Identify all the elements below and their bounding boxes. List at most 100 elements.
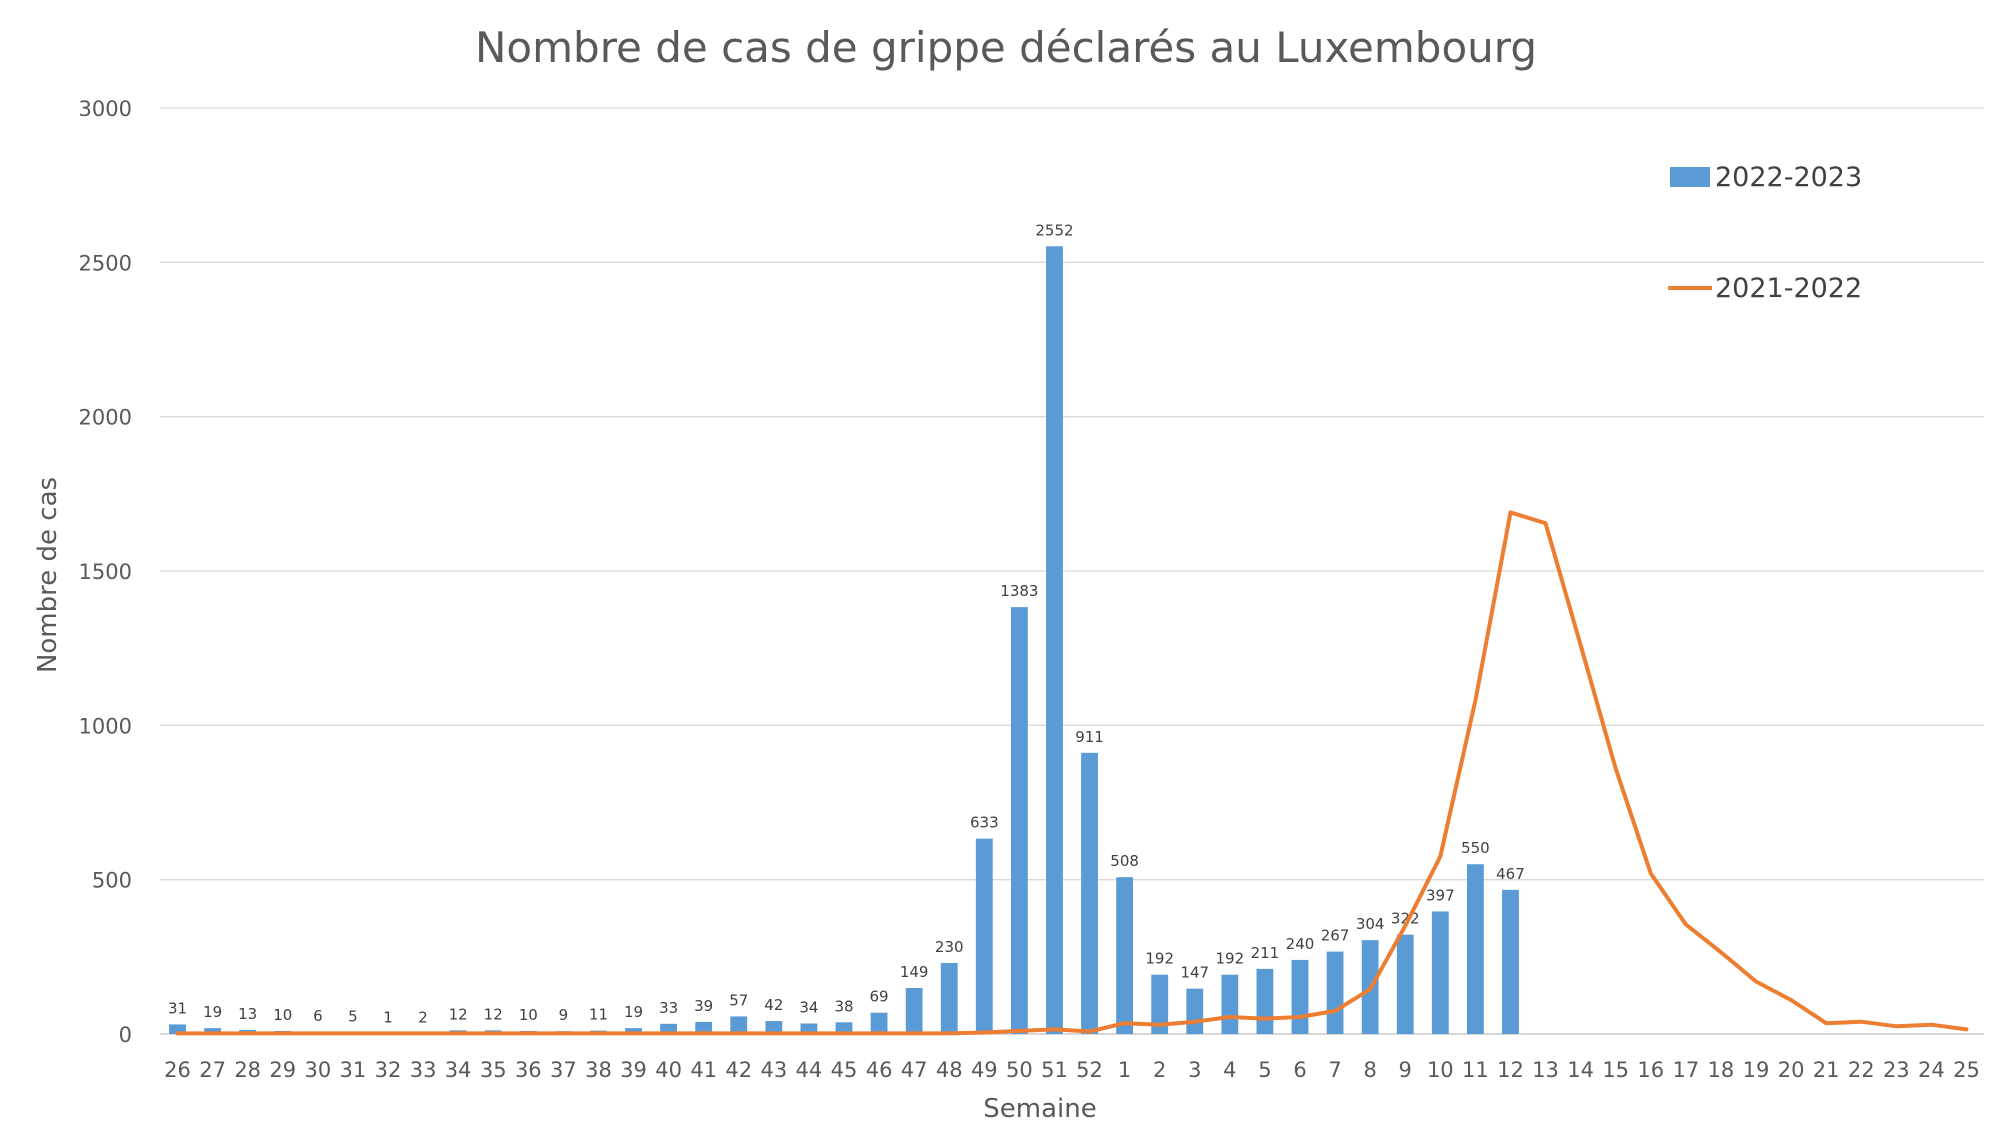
- bar-data-label-week-29: 10: [273, 1006, 292, 1024]
- bar-data-label-week-10: 397: [1426, 886, 1455, 904]
- x-tick-label-25: 25: [1953, 1058, 1980, 1082]
- x-tick-label-48: 48: [936, 1058, 963, 1082]
- bar-data-label-week-11: 550: [1461, 839, 1490, 857]
- x-tick-label-35: 35: [480, 1058, 507, 1082]
- x-tick-label-13: 13: [1532, 1058, 1559, 1082]
- legend-swatch-2022-2023: [1670, 167, 1710, 187]
- bar-data-label-week-42: 57: [729, 991, 748, 1009]
- bar-week-12: [1502, 889, 1519, 1034]
- x-tick-label-12: 12: [1497, 1058, 1524, 1082]
- bar-week-46: [870, 1012, 888, 1034]
- bar-week-40: [660, 1023, 678, 1034]
- x-tick-label-27: 27: [199, 1058, 226, 1082]
- legend: 2022-2023 2021-2022: [1668, 162, 1862, 304]
- bar-data-label-week-33: 2: [418, 1008, 428, 1026]
- y-tick-label-0: 0: [119, 1023, 132, 1047]
- bar-data-label-week-12: 467: [1496, 865, 1525, 883]
- bar-data-label-week-52: 911: [1075, 728, 1104, 746]
- bar-week-27: [204, 1028, 222, 1034]
- bar-week-44: [800, 1023, 818, 1034]
- x-tick-label-46: 46: [866, 1058, 893, 1082]
- bar-data-label-week-5: 211: [1251, 944, 1280, 962]
- x-tick-label-42: 42: [725, 1058, 752, 1082]
- x-tick-label-21: 21: [1813, 1058, 1840, 1082]
- x-tick-label-39: 39: [620, 1058, 647, 1082]
- x-tick-label-3: 3: [1188, 1058, 1201, 1082]
- bar-week-1: [1116, 877, 1134, 1034]
- x-tick-label-5: 5: [1258, 1058, 1271, 1082]
- x-tick-label-49: 49: [971, 1058, 998, 1082]
- bar-week-45: [835, 1022, 853, 1034]
- bar-week-47: [905, 988, 923, 1034]
- y-axis-ticks: 0 500 1000 1500 2000 2500 3000: [79, 97, 132, 1047]
- x-tick-label-41: 41: [690, 1058, 717, 1082]
- x-tick-label-24: 24: [1918, 1058, 1945, 1082]
- bar-week-41: [695, 1021, 713, 1034]
- bar-data-label-week-27: 19: [203, 1003, 222, 1021]
- x-tick-label-9: 9: [1399, 1058, 1412, 1082]
- bar-data-label-week-49: 633: [970, 814, 999, 832]
- x-axis-title: Semaine: [983, 1094, 1096, 1124]
- x-tick-label-45: 45: [831, 1058, 858, 1082]
- bar-week-10: [1431, 911, 1449, 1034]
- x-tick-label-29: 29: [269, 1058, 296, 1082]
- bar-data-label-week-28: 13: [238, 1005, 257, 1023]
- y-tick-label-500: 500: [92, 869, 132, 893]
- bar-data-label-week-32: 1: [383, 1009, 393, 1027]
- bar-week-48: [940, 963, 958, 1034]
- x-tick-label-17: 17: [1672, 1058, 1699, 1082]
- x-tick-label-51: 51: [1041, 1058, 1068, 1082]
- y-tick-label-3000: 3000: [79, 97, 132, 121]
- bar-data-label-week-4: 192: [1216, 950, 1245, 968]
- bar-week-51: [1046, 246, 1063, 1035]
- y-tick-label-2500: 2500: [79, 251, 132, 275]
- bar-data-label-week-31: 5: [348, 1007, 358, 1025]
- x-tick-label-10: 10: [1427, 1058, 1454, 1082]
- bar-data-label-week-35: 12: [484, 1005, 503, 1023]
- x-tick-label-7: 7: [1328, 1058, 1341, 1082]
- y-axis-title: Nombre de cas: [33, 477, 63, 673]
- bar-data-label-week-46: 69: [870, 988, 889, 1006]
- x-tick-label-14: 14: [1567, 1058, 1594, 1082]
- x-tick-label-1: 1: [1118, 1058, 1131, 1082]
- x-tick-label-37: 37: [550, 1058, 577, 1082]
- x-tick-label-43: 43: [760, 1058, 787, 1082]
- x-tick-label-8: 8: [1363, 1058, 1376, 1082]
- legend-label-2021-2022: 2021-2022: [1715, 273, 1862, 304]
- bar-week-9: [1396, 934, 1414, 1034]
- bar-data-label-week-40: 33: [659, 999, 678, 1017]
- bar-data-labels: 31 19 13 10 6 5 1 2 12 12 10 9 11 19 33 39 57 42 34 3869149…: [168, 221, 1525, 1026]
- y-tick-label-1500: 1500: [79, 560, 132, 584]
- x-tick-label-11: 11: [1462, 1058, 1489, 1082]
- x-tick-label-52: 52: [1076, 1058, 1103, 1082]
- x-tick-label-44: 44: [796, 1058, 823, 1082]
- bar-data-label-week-45: 38: [834, 997, 853, 1015]
- x-tick-label-16: 16: [1637, 1058, 1664, 1082]
- bar-data-label-week-38: 11: [589, 1006, 608, 1024]
- x-tick-label-4: 4: [1223, 1058, 1236, 1082]
- bar-data-label-week-36: 10: [519, 1006, 538, 1024]
- bar-data-label-week-44: 34: [799, 999, 818, 1017]
- line-2021-2022: [175, 510, 1969, 1036]
- x-tick-label-32: 32: [375, 1058, 402, 1082]
- x-tick-label-36: 36: [515, 1058, 542, 1082]
- x-tick-label-20: 20: [1778, 1058, 1805, 1082]
- x-tick-label-38: 38: [585, 1058, 612, 1082]
- gridlines: [160, 107, 1984, 1035]
- bar-data-label-week-6: 240: [1286, 935, 1315, 953]
- x-tick-label-34: 34: [445, 1058, 472, 1082]
- bar-data-label-week-1: 508: [1110, 852, 1139, 870]
- bar-data-label-week-3: 147: [1180, 964, 1209, 982]
- x-tick-label-26: 26: [164, 1058, 191, 1082]
- bar-data-label-week-2: 192: [1145, 950, 1174, 968]
- bar-data-label-week-48: 230: [935, 938, 964, 956]
- bar-week-43: [765, 1021, 783, 1034]
- bar-week-7: [1326, 951, 1344, 1034]
- bar-series-2022-2023: [169, 246, 1519, 1035]
- x-tick-label-31: 31: [340, 1058, 367, 1082]
- bar-data-label-week-47: 149: [900, 963, 929, 981]
- x-tick-label-2: 2: [1153, 1058, 1166, 1082]
- bar-data-label-week-41: 39: [694, 997, 713, 1015]
- bar-data-label-week-37: 9: [559, 1006, 569, 1024]
- line-series-2021-2022: [175, 510, 1969, 1036]
